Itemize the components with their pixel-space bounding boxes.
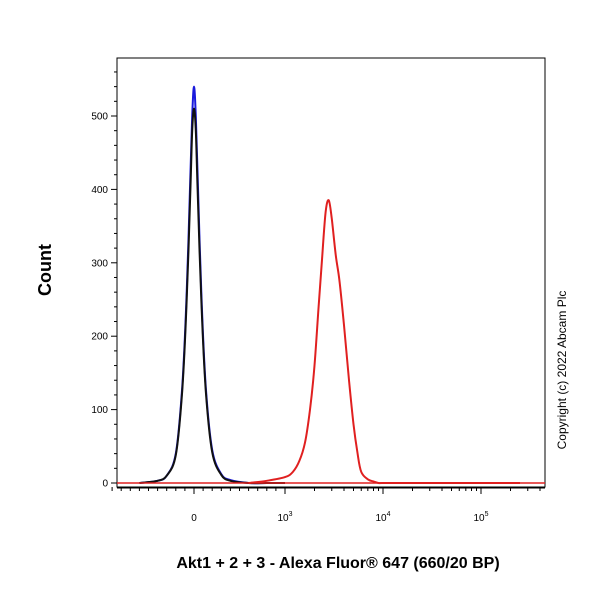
y-tick-label: 300	[91, 258, 108, 269]
x-tick-label: 103	[277, 511, 292, 524]
y-tick-label: 0	[102, 479, 108, 490]
plot-frame	[116, 57, 546, 488]
x-tick-label: 104	[375, 511, 390, 524]
y-axis-label: Count	[35, 244, 55, 296]
series-blue-line	[139, 85, 285, 485]
x-tick-label: 0	[191, 513, 197, 524]
y-tick-label: 100	[91, 405, 108, 416]
series-layer	[117, 85, 545, 485]
copyright-annotation: Copyright (c) 2022 Abcam Plc	[555, 291, 569, 450]
y-tick-label: 500	[91, 112, 108, 123]
y-axis: 0 100 200 300 400 500	[91, 71, 117, 490]
x-tick-label: 105	[473, 511, 488, 524]
y-tick-label: 200	[91, 332, 108, 343]
y-tick-label: 400	[91, 185, 108, 196]
series-red-line	[248, 199, 520, 485]
x-axis: 0 103 104 105	[111, 487, 545, 524]
x-axis-label: Akt1 + 2 + 3 - Alexa Fluor® 647 (660/20 …	[176, 555, 499, 572]
series-black-line	[139, 107, 285, 485]
